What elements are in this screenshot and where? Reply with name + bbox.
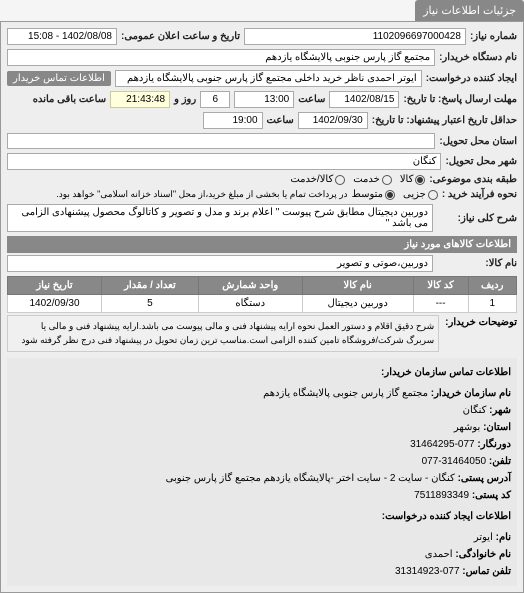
tab-details[interactable]: جزئیات اطلاعات نیاز bbox=[415, 0, 524, 21]
items-info-bar: اطلاعات کالاهای مورد نیاز bbox=[7, 236, 517, 253]
c-post-l: کد پستی: bbox=[472, 490, 511, 501]
field-explain: شرح دقیق اقلام و دستور العمل نحوه ارایه … bbox=[7, 315, 439, 352]
c-addr-l: آدرس پستی: bbox=[458, 473, 511, 484]
label-public-date: تاریخ و ساعت اعلان عمومی: bbox=[121, 31, 240, 42]
c-fax: 077-31464295 bbox=[410, 439, 475, 450]
creator-title: اطلاعات ایجاد کننده درخواست: bbox=[13, 508, 511, 525]
radio-low[interactable] bbox=[428, 190, 438, 200]
field-countdown: 21:43:48 bbox=[110, 91, 170, 108]
field-general-desc: دوربین دیجیتال مطابق شرح پیوست " اعلام ب… bbox=[7, 204, 433, 232]
contact-buyer-button[interactable]: اطلاعات تماس خریدار bbox=[7, 71, 111, 86]
radio-mid[interactable] bbox=[385, 190, 395, 200]
label-deadline: مهلت ارسال پاسخ: تا تاریخ: bbox=[403, 94, 517, 105]
c-prov-l: استان: bbox=[483, 422, 511, 433]
label-buyer-org: نام دستگاه خریدار: bbox=[439, 52, 517, 63]
th-1: کد کالا bbox=[413, 277, 468, 295]
c-org: مجتمع گاز پارس جنوبی پالایشگاه یازدهم bbox=[263, 388, 428, 399]
field-days-remain: 6 bbox=[200, 91, 230, 108]
label-days: روز و bbox=[174, 94, 196, 105]
field-deadline-time: 13:00 bbox=[234, 91, 294, 108]
c-name-l: نام: bbox=[496, 532, 511, 543]
radio-credit[interactable] bbox=[335, 175, 345, 185]
td-2: دوربین دیجیتال bbox=[302, 295, 413, 313]
label-delivery-to: حداقل تاریخ اعتبار پیشنهاد: تا تاریخ: bbox=[372, 115, 517, 126]
radio-service[interactable] bbox=[382, 175, 392, 185]
field-delivery-date: 1402/09/30 bbox=[298, 112, 368, 129]
note-after: در پرداخت تمام یا بخشی از مبلغ خرید،از م… bbox=[56, 189, 347, 200]
label-request-no: شماره نیاز: bbox=[470, 31, 517, 42]
label-general-desc: شرح کلی نیاز: bbox=[437, 213, 517, 224]
c-city-l: شهر: bbox=[489, 405, 511, 416]
th-2: نام کالا bbox=[302, 277, 413, 295]
radio-service-label: خدمت bbox=[353, 174, 380, 185]
field-req-creator: ایوتر احمدی ناظر خرید داخلی مجتمع گاز پا… bbox=[115, 70, 422, 87]
label-classify: طبقه بندی موضوعی: bbox=[429, 174, 517, 185]
c-tel2-l: تلفن تماس: bbox=[462, 566, 511, 577]
c-name: ایوتر bbox=[474, 532, 493, 543]
classify-radios: کالا خدمت کالا/خدمت bbox=[290, 174, 425, 185]
th-3: واحد شمارش bbox=[198, 277, 302, 295]
label-time2: ساعت bbox=[267, 115, 294, 126]
c-tel2: 077-31314923 bbox=[395, 566, 460, 577]
contact-title: اطلاعات تماس سازمان خریدار: bbox=[13, 364, 511, 381]
c-fax-l: دورنگار: bbox=[477, 439, 511, 450]
field-public-date: 1402/08/08 - 15:08 bbox=[7, 28, 117, 45]
radio-goods-label: کالا bbox=[400, 174, 414, 185]
label-explain: توضیحات خریدار: bbox=[445, 313, 517, 328]
label-obtain: نحوه فرآیند خرید : bbox=[442, 189, 517, 200]
td-0: 1 bbox=[468, 295, 516, 313]
c-org-l: نام سازمان خریدار: bbox=[431, 388, 511, 399]
label-remain: ساعت باقی مانده bbox=[33, 94, 106, 105]
c-tel-l: تلفن: bbox=[489, 456, 511, 467]
field-item-group: دوربین،صوتی و تصویر bbox=[7, 255, 433, 272]
field-delivery-time: 19:00 bbox=[203, 112, 263, 129]
field-delivery-town: کنگان bbox=[7, 153, 441, 170]
td-4: 5 bbox=[102, 295, 199, 313]
c-post: 7511893349 bbox=[414, 490, 469, 501]
items-table: ردیف کد کالا نام کالا واحد شمارش تعداد /… bbox=[7, 276, 517, 313]
c-family-l: نام خانوادگی: bbox=[455, 549, 511, 560]
td-3: دستگاه bbox=[198, 295, 302, 313]
label-delivery-town: شهر محل تحویل: bbox=[445, 156, 517, 167]
contact-section: اطلاعات تماس سازمان خریدار: نام سازمان خ… bbox=[7, 358, 517, 586]
table-header-row: ردیف کد کالا نام کالا واحد شمارش تعداد /… bbox=[8, 277, 517, 295]
th-4: تعداد / مقدار bbox=[102, 277, 199, 295]
td-5: 1402/09/30 bbox=[8, 295, 102, 313]
field-deadline-date: 1402/08/15 bbox=[329, 91, 399, 108]
field-request-no: 1102096697000428 bbox=[244, 28, 466, 45]
radio-goods[interactable] bbox=[415, 175, 425, 185]
field-delivery-city bbox=[7, 133, 435, 149]
radio-credit-label: کالا/خدمت bbox=[290, 174, 333, 185]
c-tel: 31464050-077 bbox=[422, 456, 487, 467]
obtain-radios: جزیی متوسط bbox=[352, 189, 438, 200]
field-buyer-org: مجتمع گاز پارس جنوبی پالایشگاه یازدهم bbox=[7, 49, 435, 66]
radio-low-label: جزیی bbox=[403, 189, 426, 200]
label-delivery-city: استان محل تحویل: bbox=[439, 136, 517, 147]
radio-mid-label: متوسط bbox=[352, 189, 383, 200]
th-5: تاریخ نیاز bbox=[8, 277, 102, 295]
td-1: --- bbox=[413, 295, 468, 313]
th-0: ردیف bbox=[468, 277, 516, 295]
table-row: 1 --- دوربین دیجیتال دستگاه 5 1402/09/30 bbox=[8, 295, 517, 313]
details-panel: شماره نیاز: 1102096697000428 تاریخ و ساع… bbox=[0, 21, 524, 593]
c-prov: بوشهر bbox=[454, 422, 480, 433]
label-req-creator: ایجاد کننده درخواست: bbox=[426, 73, 517, 84]
label-time1: ساعت bbox=[298, 94, 325, 105]
c-addr: کنگان - سایت 2 - سایت اختر -پالایشگاه یا… bbox=[166, 473, 455, 484]
c-city: کنگان bbox=[463, 405, 487, 416]
label-item-group: نام کالا: bbox=[437, 258, 517, 269]
c-family: احمدی bbox=[425, 549, 453, 560]
